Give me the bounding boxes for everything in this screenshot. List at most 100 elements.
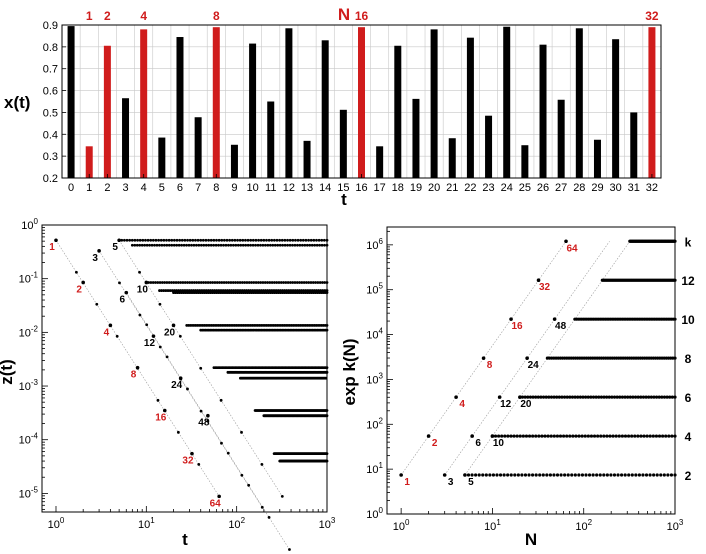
data-point [488,473,492,477]
data-point [230,289,234,292]
k-level-label: k [685,235,692,249]
data-point [157,238,161,242]
x-tick-label: 24 [501,182,513,194]
data-point [54,238,58,242]
data-point [183,289,187,292]
data-point [138,313,142,317]
highlight-label: 16 [355,9,369,23]
data-point [518,434,522,438]
data-point [652,473,656,477]
data-point [240,281,244,284]
data-point [240,291,243,295]
data-point [233,238,237,242]
data-point [155,243,159,247]
data-point [180,243,184,247]
data-point [177,243,181,247]
data-point [138,243,142,247]
x-tick-label: 3 [122,182,128,194]
data-point [673,434,677,438]
x-tick-label: 2 [104,182,110,194]
data-point [286,291,290,295]
data-point [524,434,529,438]
data-point [633,434,637,438]
data-point [136,366,139,370]
point-label: 10 [493,438,505,449]
data-point [281,289,284,292]
data-point [212,291,216,295]
y-tick-label: 0.2 [43,173,58,185]
data-point [595,473,599,477]
x-tick-label: 101 [138,516,155,531]
data-point [170,243,174,247]
bar [303,140,311,178]
x-tick-label: 102 [228,516,245,531]
data-point [167,281,171,284]
data-point [222,281,226,284]
y-tick-label: 105 [366,282,383,297]
data-point [186,387,189,391]
data-point [293,281,297,284]
data-point [238,291,241,295]
data-point [275,291,278,295]
data-point [539,395,543,399]
k-level-label: 4 [685,430,692,444]
data-point [194,238,197,242]
data-point [122,238,126,242]
data-point [212,243,216,247]
data-point [299,238,303,242]
data-point [323,289,327,292]
data-point [309,238,313,242]
data-point [633,395,638,399]
data-point [284,291,288,295]
data-point [159,238,163,242]
x-tick-label: 4 [141,182,147,194]
data-point [189,291,193,295]
data-point [246,238,250,242]
data-point [270,238,274,242]
data-point [280,291,284,295]
data-point [325,243,329,247]
data-point [597,395,601,399]
data-point [209,238,213,242]
data-point [576,395,580,399]
data-point [324,376,328,380]
data-point [276,243,280,247]
scatter-chart-expk: 100 101 102 1031001011021031041051062468101… [340,226,695,549]
data-point [242,291,245,295]
data-point [259,291,263,295]
point-label: 3 [448,477,454,488]
data-point [318,281,322,284]
data-point [160,281,164,284]
data-point [236,281,240,284]
data-point [175,238,179,242]
x-tick-label: 30 [609,182,621,194]
data-point [162,289,166,292]
data-point [145,243,149,247]
bar [158,137,166,178]
data-point [573,473,577,477]
data-point [206,413,210,418]
data-point [160,243,164,247]
data-point [288,291,292,295]
data-point [197,281,201,284]
data-point [279,281,283,284]
data-point [251,238,255,242]
data-point [302,281,306,284]
data-point [172,281,176,284]
data-point [244,243,248,247]
data-point [574,434,578,438]
data-point [145,323,149,327]
data-point [183,238,187,242]
data-point [630,473,634,477]
data-point [267,238,271,242]
data-point [174,281,178,284]
x-tick-label: 8 [213,182,219,194]
data-point [309,281,313,284]
data-point [631,395,635,399]
k-level-label: 2 [685,469,692,483]
data-point [541,473,545,477]
data-point [484,473,488,477]
data-point [181,281,185,284]
data-point [294,238,297,242]
x-tick-label: 28 [573,182,585,194]
